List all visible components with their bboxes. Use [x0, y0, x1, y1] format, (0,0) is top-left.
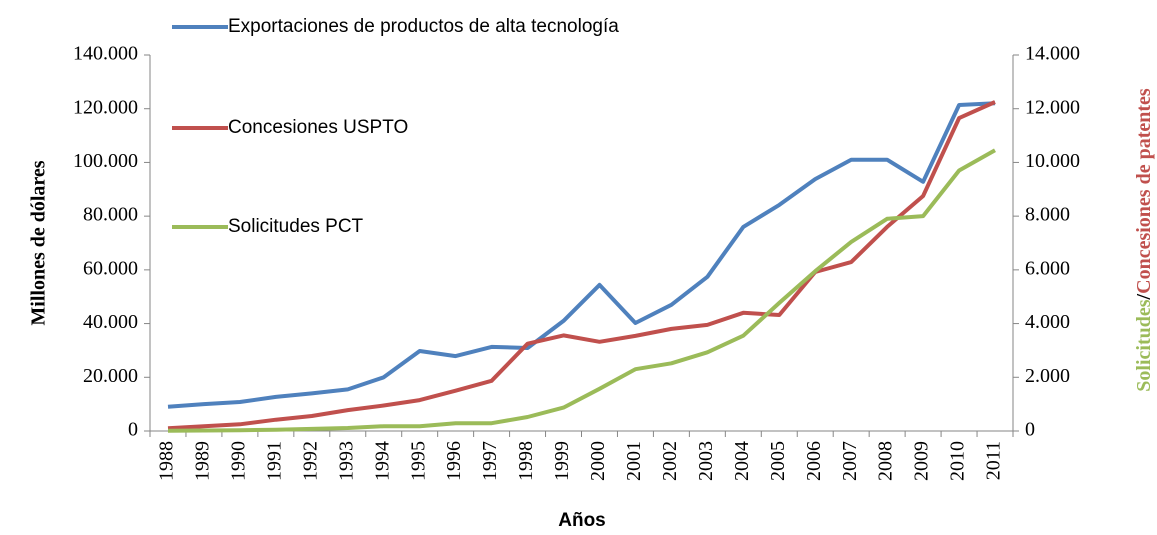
series-line: [167, 148, 996, 433]
x-tick-label: 1992: [299, 441, 321, 481]
legend-label: Exportaciones de productos de alta tecno…: [228, 16, 619, 37]
legend-label: Concesiones USPTO: [228, 117, 409, 138]
x-tick-label: 2004: [731, 441, 753, 481]
legend-entry: Solicitudes PCT: [228, 216, 364, 237]
x-tick-label: 1988: [156, 441, 178, 481]
y2-tick-label: 4.000: [1025, 311, 1070, 333]
x-tick-label: 1995: [407, 441, 429, 481]
x-tick-label: 1994: [371, 441, 393, 481]
x-tick-label: 1996: [443, 441, 465, 481]
x-tick-label: 1998: [515, 441, 537, 481]
y-tick-label: 80.000: [83, 204, 138, 226]
x-tick-label: 2005: [767, 441, 789, 481]
y2-tick-label: 6.000: [1025, 257, 1070, 279]
y-tick-label: 20.000: [83, 365, 138, 387]
x-tick-label: 2000: [587, 441, 609, 481]
x-tick-label: 2011: [983, 441, 1005, 480]
y-axis-title: Millones de dólares: [28, 160, 50, 325]
x-tick-label: 2010: [947, 441, 969, 481]
y-tick-label: 100.000: [73, 150, 138, 172]
y-tick-label: 40.000: [83, 311, 138, 333]
x-tick-label: 2003: [695, 441, 717, 481]
x-tick-label: 1999: [551, 441, 573, 481]
y2-axis-title: Solicitudes/Concesiones de patentes: [1133, 88, 1155, 392]
x-tick-label: 2008: [875, 441, 897, 481]
x-tick-label: 1991: [263, 441, 285, 481]
legend-entry: Concesiones USPTO: [228, 117, 409, 138]
x-tick-label: 1993: [335, 441, 357, 481]
y2-tick-label: 14.000: [1025, 43, 1080, 65]
y-tick-label: 0: [128, 419, 138, 441]
x-tick-label: 1997: [479, 441, 501, 481]
x-tick-label: 1989: [192, 441, 214, 481]
x-tick-label: 2002: [659, 441, 681, 481]
legend-entry: Exportaciones de productos de alta tecno…: [228, 16, 619, 37]
x-axis-title: Años: [558, 510, 606, 531]
y-tick-label: 60.000: [83, 257, 138, 279]
series-line: [167, 101, 996, 409]
y-tick-label: 140.000: [73, 43, 138, 65]
y2-axis-title-part: Solicitudes: [1133, 299, 1155, 391]
y-tick-label: 120.000: [73, 96, 138, 118]
series-line: [167, 100, 996, 431]
x-tick-label: 2007: [839, 441, 861, 481]
x-tick-label: 2006: [803, 441, 825, 481]
y2-axis-title-part: /: [1133, 293, 1155, 300]
y2-tick-label: 0: [1025, 419, 1035, 441]
x-tick-label: 2001: [623, 441, 645, 481]
x-tick-label: 1990: [227, 441, 249, 481]
y2-axis-title-part: Concesiones de patentes: [1133, 88, 1155, 294]
y2-tick-label: 10.000: [1025, 150, 1080, 172]
y2-tick-label: 2.000: [1025, 365, 1070, 387]
y2-tick-label: 12.000: [1025, 96, 1080, 118]
y2-tick-label: 8.000: [1025, 204, 1070, 226]
x-tick-label: 2009: [911, 441, 933, 481]
legend-label: Solicitudes PCT: [228, 216, 364, 237]
